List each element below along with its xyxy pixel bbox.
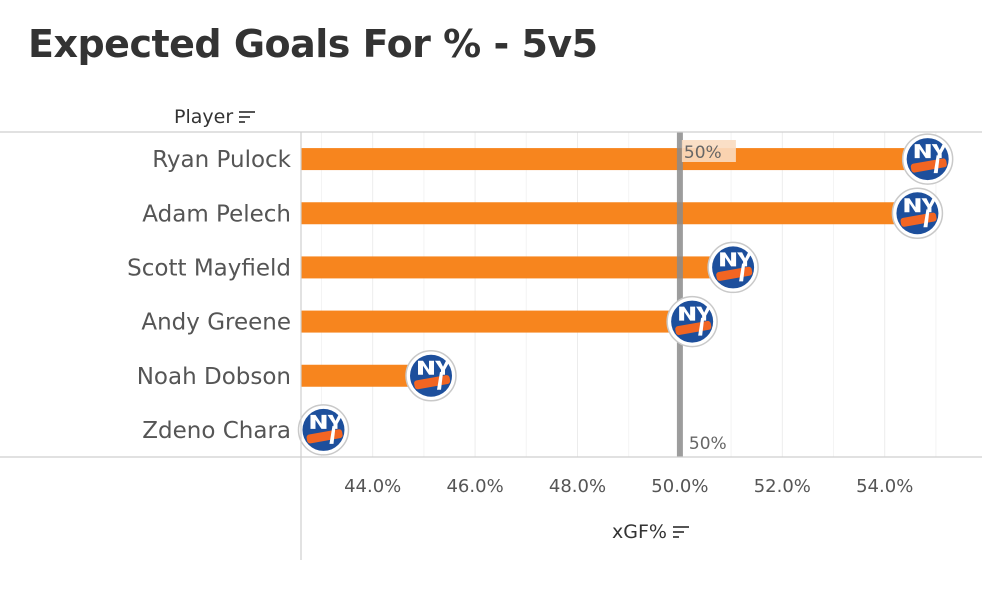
player-axis-label: Player: [174, 106, 234, 128]
team-logo-icon: [891, 187, 944, 239]
y-tick-label: Adam Pelech: [142, 201, 291, 227]
team-logo-icon: [707, 241, 759, 294]
axis-frame: [0, 131, 982, 560]
reference-line-group: 50% 50%: [676, 132, 736, 457]
y-tick-label: Scott Mayfield: [127, 255, 291, 281]
reference-label-bottom: 50%: [689, 434, 727, 454]
x-tick-label: 44.0%: [344, 476, 401, 497]
y-tick-label: Ryan Pulock: [152, 147, 291, 173]
x-tick-label: 46.0%: [446, 476, 503, 497]
y-tick-label: Zdeno Chara: [142, 418, 291, 444]
gridlines: [320, 132, 937, 457]
bar[interactable]: [301, 256, 732, 279]
y-tick-label: Noah Dobson: [137, 364, 291, 390]
y-tick-label: Andy Greene: [141, 310, 291, 336]
team-logo-icon: [901, 133, 954, 185]
reference-label-top: 50%: [684, 143, 722, 163]
bars: [301, 148, 926, 441]
chart-title: Expected Goals For % - 5v5: [28, 22, 598, 66]
team-logo-icon: [666, 295, 718, 348]
sort-icon[interactable]: [239, 110, 257, 124]
y-axis-ticks: Ryan Pulock Adam Pelech Scott Mayfield Andy…: [127, 147, 292, 444]
team-logo-icon: [297, 404, 350, 456]
logos: [297, 133, 954, 456]
x-tick-label: 50.0%: [651, 476, 708, 497]
team-logo-icon: [405, 350, 457, 402]
bar[interactable]: [301, 148, 926, 171]
bar[interactable]: [301, 364, 430, 387]
sort-icon[interactable]: [672, 525, 691, 539]
x-axis-ticks: 44.0% 46.0% 48.0% 50.0% 52.0% 54.0%: [344, 476, 913, 497]
player-axis-header[interactable]: Player: [174, 106, 257, 128]
reference-label-background: [681, 140, 736, 162]
x-tick-label: 52.0%: [754, 476, 811, 497]
x-tick-label: 54.0%: [856, 476, 913, 497]
x-tick-label: 48.0%: [549, 476, 606, 497]
x-axis-label: xGF%: [612, 521, 667, 543]
bar[interactable]: [301, 202, 916, 225]
bar[interactable]: [301, 310, 691, 333]
x-axis-title[interactable]: xGF%: [612, 521, 691, 543]
